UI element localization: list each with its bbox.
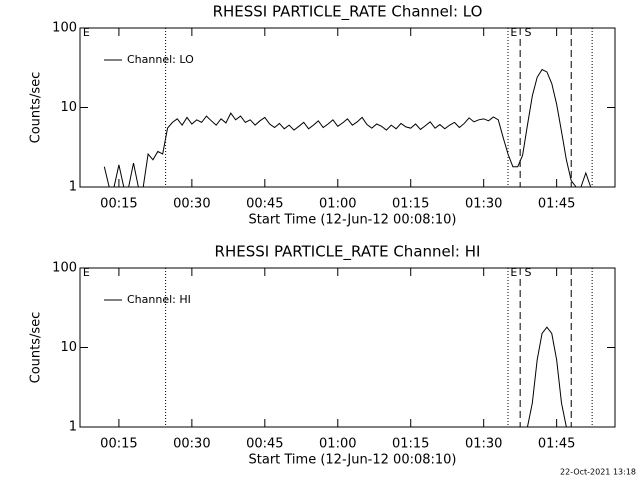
x-tick-label: 00:30 bbox=[173, 197, 210, 212]
y-tick-label: 10 bbox=[60, 340, 77, 355]
x-tick-label: 00:45 bbox=[246, 437, 283, 452]
y-tick-label: 1 bbox=[69, 180, 77, 195]
annotation: E bbox=[510, 266, 517, 279]
y-tick-label: 100 bbox=[52, 21, 77, 36]
legend-label: Channel: LO bbox=[127, 53, 194, 66]
y-tick-label: 10 bbox=[60, 100, 77, 115]
x-axis-label: Start Time (12-Jun-12 00:08:10) bbox=[249, 213, 457, 228]
annotation: E bbox=[83, 266, 90, 279]
annotation: S bbox=[525, 266, 532, 279]
chart-title: RHESSI PARTICLE_RATE Channel: LO bbox=[213, 3, 483, 22]
x-tick-label: 01:15 bbox=[392, 437, 429, 452]
x-tick-label: 00:45 bbox=[246, 197, 283, 212]
x-tick-label: 01:45 bbox=[538, 197, 575, 212]
y-axis-label: Counts/sec bbox=[29, 72, 44, 144]
x-tick-label: 00:15 bbox=[100, 197, 137, 212]
x-tick-label: 01:45 bbox=[538, 437, 575, 452]
x-tick-label: 01:00 bbox=[319, 437, 356, 452]
x-tick-label: 00:15 bbox=[100, 437, 137, 452]
y-tick-label: 100 bbox=[52, 261, 77, 276]
x-tick-label: 01:30 bbox=[465, 197, 502, 212]
data-line bbox=[526, 326, 567, 428]
footer: 22-Oct-2021 13:18 bbox=[560, 468, 636, 477]
y-axis-label: Counts/sec bbox=[29, 312, 44, 384]
x-tick-label: 00:30 bbox=[173, 437, 210, 452]
chart-title: RHESSI PARTICLE_RATE Channel: HI bbox=[215, 243, 481, 262]
annotation: E bbox=[83, 26, 90, 39]
x-tick-label: 01:30 bbox=[465, 437, 502, 452]
y-tick-label: 1 bbox=[69, 420, 77, 435]
x-tick-label: 01:00 bbox=[319, 197, 356, 212]
annotation: E bbox=[510, 26, 517, 39]
data-line bbox=[103, 68, 592, 188]
legend-label: Channel: HI bbox=[127, 293, 191, 306]
x-tick-label: 01:15 bbox=[392, 197, 429, 212]
x-axis-label: Start Time (12-Jun-12 00:08:10) bbox=[249, 453, 457, 468]
annotation: S bbox=[525, 26, 532, 39]
